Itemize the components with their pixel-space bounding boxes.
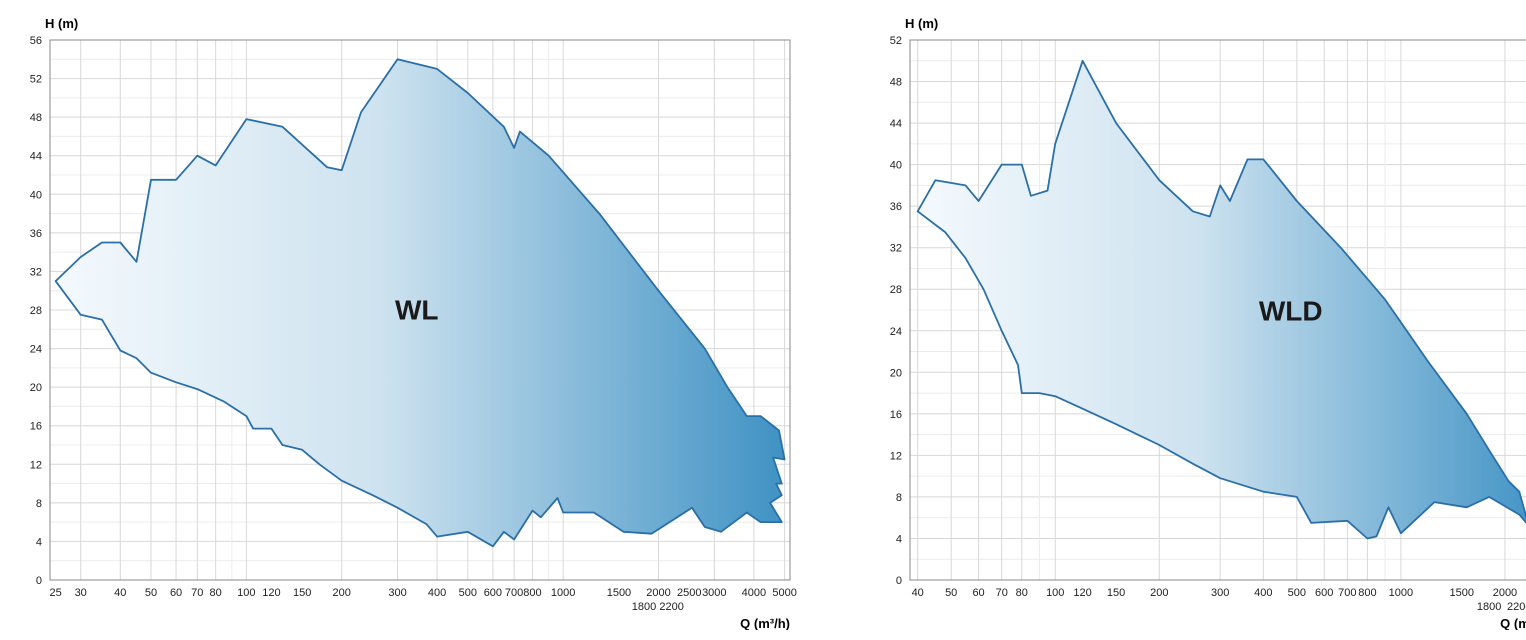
x-tick-label: 80 — [210, 587, 222, 599]
x-tick-label: 500 — [1288, 587, 1306, 599]
y-tick-label: 28 — [30, 305, 42, 317]
y-tick-label: 36 — [30, 228, 42, 240]
y-tick-label: 56 — [30, 35, 42, 47]
x-tick-label: 25 — [49, 587, 61, 599]
x-tick-label: 800 — [1358, 587, 1376, 599]
y-tick-label: 28 — [890, 284, 902, 296]
y-tick-label: 4 — [896, 533, 902, 545]
y-tick-label: 52 — [890, 35, 902, 47]
x-tick-label: 60 — [170, 587, 182, 599]
x-tick-label: 50 — [145, 587, 157, 599]
x-tick-label: 60 — [972, 587, 984, 599]
x-tick-label: 40 — [114, 587, 126, 599]
x-tick-label: 700 — [505, 587, 523, 599]
x-tick-label: 80 — [1016, 587, 1028, 599]
x-tick-label: 2000 — [646, 587, 670, 599]
y-tick-label: 16 — [890, 409, 902, 421]
x-tick-label: 50 — [945, 587, 957, 599]
x-tick-label: 70 — [996, 587, 1008, 599]
chart-title: WL — [395, 295, 439, 326]
y-tick-label: 24 — [30, 344, 42, 356]
x-tick-label: 600 — [484, 587, 502, 599]
x-tick-label: 1500 — [1450, 587, 1474, 599]
x-axis-label: Q (m³/h) — [740, 616, 790, 630]
x-tick-label: 4000 — [742, 587, 766, 599]
x-tick-label: 30 — [75, 587, 87, 599]
x-tick-label: 100 — [237, 587, 255, 599]
x-tick-label: 500 — [459, 587, 477, 599]
x-tick-label: 3000 — [702, 587, 726, 599]
x-tick-label: 150 — [293, 587, 311, 599]
x-tick-label: 200 — [1150, 587, 1168, 599]
x-tick-label: 2200 — [659, 601, 683, 613]
x-tick-label: 100 — [1046, 587, 1064, 599]
y-tick-label: 12 — [30, 459, 42, 471]
x-tick-label: 40 — [912, 587, 924, 599]
x-tick-label: 1500 — [607, 587, 631, 599]
y-tick-label: 32 — [890, 243, 902, 255]
x-tick-label: 1800 — [632, 601, 656, 613]
y-tick-label: 0 — [36, 575, 42, 587]
x-tick-label: 400 — [1254, 587, 1272, 599]
x-tick-label: 200 — [333, 587, 351, 599]
chart-wld: WLD0481216202428323640444852H (m)4050607… — [870, 10, 1526, 630]
x-tick-label: 2200 — [1507, 601, 1526, 613]
x-tick-label: 5000 — [772, 587, 796, 599]
x-tick-label: 150 — [1107, 587, 1125, 599]
x-tick-label: 1800 — [1477, 601, 1501, 613]
y-tick-label: 40 — [30, 189, 42, 201]
x-tick-label: 300 — [388, 587, 406, 599]
y-tick-label: 44 — [30, 151, 42, 163]
x-tick-label: 70 — [191, 587, 203, 599]
y-tick-label: 40 — [890, 160, 902, 172]
y-tick-label: 8 — [36, 498, 42, 510]
y-tick-label: 0 — [896, 575, 902, 587]
x-tick-label: 600 — [1315, 587, 1333, 599]
y-tick-label: 20 — [890, 367, 902, 379]
chart-title: WLD — [1259, 295, 1323, 326]
x-tick-label: 300 — [1211, 587, 1229, 599]
x-tick-label: 400 — [428, 587, 446, 599]
y-tick-label: 12 — [890, 450, 902, 462]
y-tick-label: 24 — [890, 326, 902, 338]
y-tick-label: 4 — [36, 536, 42, 548]
y-axis-label: H (m) — [905, 16, 938, 31]
x-tick-label: 1000 — [1389, 587, 1413, 599]
x-tick-label: 120 — [262, 587, 280, 599]
x-tick-label: 120 — [1073, 587, 1091, 599]
y-tick-label: 32 — [30, 266, 42, 278]
y-tick-label: 36 — [890, 201, 902, 213]
y-tick-label: 48 — [890, 77, 902, 89]
y-tick-label: 8 — [896, 492, 902, 504]
x-tick-label: 800 — [523, 587, 541, 599]
y-tick-label: 48 — [30, 112, 42, 124]
x-tick-label: 2500 — [677, 587, 701, 599]
x-tick-label: 700 — [1338, 587, 1356, 599]
x-tick-label: 1000 — [551, 587, 575, 599]
y-tick-label: 52 — [30, 74, 42, 86]
y-tick-label: 44 — [890, 118, 902, 130]
y-axis-label: H (m) — [45, 16, 78, 31]
x-axis-label: Q (m³/h) — [1500, 616, 1526, 630]
x-tick-label: 2000 — [1493, 587, 1517, 599]
y-tick-label: 20 — [30, 382, 42, 394]
y-tick-label: 16 — [30, 421, 42, 433]
performance-region — [918, 61, 1526, 544]
chart-wl: WL048121620242832364044485256H (m)253040… — [10, 10, 810, 630]
